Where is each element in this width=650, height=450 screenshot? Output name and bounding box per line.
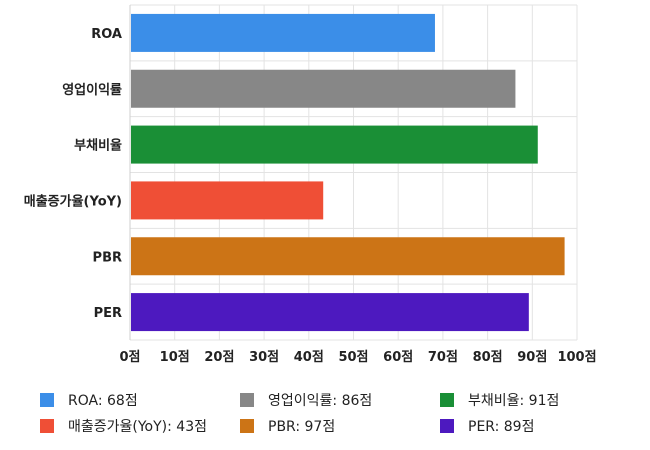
legend-item: 매출증가율(YoY): 43점	[40, 416, 240, 436]
x-axis-ticks: 0점 10점 20점 30점 40점 50점 60점 70점 80점 90점 100점	[119, 350, 596, 365]
bars	[131, 13, 565, 332]
y-category-label: ROA	[91, 27, 122, 42]
x-tick-label: 0점	[119, 350, 140, 365]
bar-0	[131, 13, 435, 52]
legend-label: 부채비율: 91점	[468, 393, 560, 409]
grid-lines	[129, 4, 578, 341]
x-tick-label: 90점	[517, 350, 547, 365]
legend-swatch	[40, 419, 54, 433]
legend-item: 영업이익률: 86점	[240, 390, 440, 410]
bar-1	[131, 69, 516, 108]
x-tick-label: 30점	[249, 350, 279, 365]
x-tick-label: 100점	[557, 350, 596, 365]
bar-4	[131, 237, 565, 276]
bar-3	[131, 181, 324, 220]
legend-label: PER: 89점	[468, 419, 535, 435]
x-tick-label: 70점	[428, 350, 458, 365]
legend-swatch	[40, 393, 54, 407]
x-tick-label: 10점	[160, 350, 190, 365]
y-category-label: 영업이익률	[62, 82, 122, 98]
legend-swatch	[240, 393, 254, 407]
legend-item: PBR: 97점	[240, 416, 440, 436]
y-category-label: 부채비율	[74, 138, 122, 154]
x-tick-label: 40점	[294, 350, 324, 365]
legend-label: PBR: 97점	[268, 419, 336, 435]
legend-swatch	[440, 419, 454, 433]
y-category-label: PBR	[93, 250, 122, 265]
bar-2	[131, 125, 538, 164]
y-category-label: 매출증가율(YoY)	[24, 193, 122, 209]
legend-item: ROA: 68점	[40, 390, 240, 410]
legend-swatch	[240, 419, 254, 433]
y-category-label: PER	[94, 306, 122, 321]
x-tick-label: 50점	[338, 350, 368, 365]
legend-label: ROA: 68점	[68, 393, 138, 409]
legend-item: PER: 89점	[440, 416, 640, 436]
legend-label: 매출증가율(YoY): 43점	[68, 419, 207, 435]
legend-swatch	[440, 393, 454, 407]
x-tick-label: 80점	[473, 350, 503, 365]
x-tick-label: 20점	[204, 350, 234, 365]
bar-5	[131, 293, 529, 332]
x-tick-label: 60점	[383, 350, 413, 365]
legend-item: 부채비율: 91점	[440, 390, 640, 410]
legend-label: 영업이익률: 86점	[268, 393, 373, 409]
